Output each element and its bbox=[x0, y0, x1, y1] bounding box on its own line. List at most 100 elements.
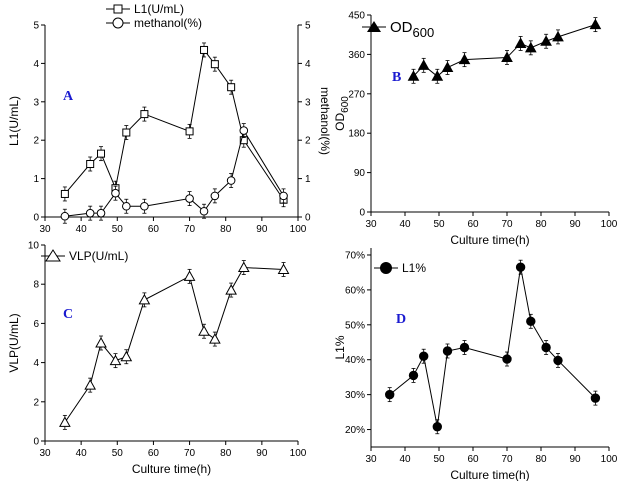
y-tick-label: 0 bbox=[33, 213, 39, 224]
y-tick-label: 0 bbox=[33, 437, 39, 448]
y-tick-label: 4 bbox=[33, 358, 39, 369]
methanol-point bbox=[185, 194, 194, 203]
x-tick-label: 30 bbox=[365, 219, 377, 230]
y-tick-label: 5 bbox=[33, 21, 39, 32]
l1-u-ml-point bbox=[122, 128, 131, 137]
l1-point bbox=[408, 370, 419, 381]
l1-point bbox=[459, 342, 470, 353]
y-tick-label: 90 bbox=[354, 168, 366, 179]
x-tick-label: 90 bbox=[256, 448, 268, 459]
x-axis-label: Culture time(h) bbox=[450, 233, 529, 247]
l1-u-ml-point bbox=[86, 160, 95, 169]
y-axis-label: VLP(U/mL) bbox=[7, 313, 21, 372]
x-tick-label: 90 bbox=[569, 219, 581, 230]
y-tick-label: 70% bbox=[345, 250, 365, 261]
l1-point bbox=[541, 342, 551, 353]
y-tick-label: 4 bbox=[33, 59, 39, 70]
l1-point bbox=[385, 389, 395, 400]
legend-label-l1-u-ml: L1(U/mL) bbox=[134, 2, 184, 16]
y-tick-label: 40% bbox=[345, 355, 365, 366]
legend-label-od600: OD600 bbox=[390, 19, 434, 40]
y-tick-label: 60% bbox=[345, 285, 365, 296]
od600-point bbox=[514, 37, 527, 48]
vlp-u-ml-point bbox=[198, 325, 210, 336]
y-tick-label: 50% bbox=[345, 320, 365, 331]
panel-label: B bbox=[392, 70, 401, 85]
y2-tick-label: 5 bbox=[305, 21, 311, 32]
x-tick-label: 70 bbox=[184, 448, 196, 459]
y2-tick-label: 1 bbox=[305, 174, 311, 185]
x-tick-label: 90 bbox=[256, 224, 268, 235]
methanol-point bbox=[96, 208, 106, 218]
legend-marker-l1 bbox=[380, 262, 392, 274]
x-tick-label: 50 bbox=[112, 448, 124, 459]
panel-B: 30 40 50 60 70 80 90 100 0 90 180 270 360 450 Culture … bbox=[333, 11, 618, 248]
methanol-point bbox=[279, 191, 288, 201]
od600-point bbox=[407, 70, 420, 81]
l1-u-ml-point bbox=[200, 45, 209, 54]
y-tick-label: 3 bbox=[33, 97, 39, 108]
y-tick-label: 360 bbox=[348, 50, 365, 61]
panel-label: A bbox=[63, 89, 74, 104]
legend-label-l1: L1% bbox=[402, 261, 426, 275]
y-axis-label: L1(U/mL) bbox=[7, 96, 21, 146]
x-tick-label: 80 bbox=[220, 448, 232, 459]
x-tick-label: 100 bbox=[290, 224, 307, 235]
l1-u-ml-point bbox=[185, 127, 194, 136]
series-line-methanol bbox=[64, 129, 284, 217]
l1-point bbox=[419, 351, 429, 361]
y2-tick-label: 4 bbox=[305, 59, 311, 70]
x-tick-label: 80 bbox=[220, 224, 232, 235]
x-tick-label: 30 bbox=[39, 224, 51, 235]
vlp-u-ml-point bbox=[109, 354, 122, 366]
panel-label: C bbox=[63, 307, 73, 322]
l1-u-ml-point bbox=[227, 83, 236, 92]
l1-point bbox=[553, 355, 563, 366]
od600-point bbox=[524, 41, 537, 53]
l1-point bbox=[590, 393, 601, 403]
l1-u-ml-point bbox=[97, 149, 106, 158]
vlp-u-ml-point bbox=[138, 293, 151, 305]
series-line-l1-u-ml bbox=[64, 48, 284, 200]
x-tick-label: 100 bbox=[601, 454, 618, 465]
od600-point bbox=[441, 61, 454, 73]
y-tick-label: 450 bbox=[348, 11, 365, 22]
od600-point bbox=[540, 35, 552, 46]
l1-u-ml-point bbox=[60, 189, 69, 198]
panel-label: D bbox=[396, 312, 406, 327]
panel-D: 30 40 50 60 70 80 90 100 20% 30% 40% 50% 60% 70% Cultu… bbox=[333, 248, 618, 481]
x-tick-label: 30 bbox=[365, 454, 377, 465]
y-tick-label: 20% bbox=[345, 425, 365, 436]
x-tick-label: 100 bbox=[601, 219, 618, 230]
od600-point bbox=[552, 30, 564, 42]
y-tick-label: 10 bbox=[28, 241, 40, 252]
legend-marker-methanol bbox=[112, 17, 124, 29]
x-tick-label: 60 bbox=[148, 224, 160, 235]
vlp-u-ml-point bbox=[209, 333, 221, 344]
od600-point bbox=[501, 51, 513, 62]
l1-point bbox=[442, 346, 453, 356]
l1-point bbox=[526, 316, 536, 327]
methanol-point bbox=[85, 208, 95, 218]
y2-tick-label: 3 bbox=[305, 97, 311, 108]
methanol-point bbox=[239, 126, 249, 135]
y2-axis-label: methanol(%) bbox=[318, 87, 332, 155]
vlp-u-ml-point bbox=[183, 270, 196, 281]
od600-point bbox=[458, 53, 471, 65]
y-tick-label: 30% bbox=[345, 390, 365, 401]
vlp-u-ml-point bbox=[225, 284, 237, 295]
l1-point bbox=[432, 422, 442, 432]
methanol-point bbox=[122, 201, 131, 211]
od600-point bbox=[589, 18, 602, 30]
x-tick-label: 90 bbox=[569, 454, 581, 465]
x-tick-label: 50 bbox=[433, 454, 445, 465]
methanol-point bbox=[226, 176, 236, 185]
x-tick-label: 50 bbox=[112, 224, 124, 235]
x-tick-label: 70 bbox=[184, 224, 196, 235]
x-tick-label: 100 bbox=[290, 448, 307, 459]
x-tick-label: 60 bbox=[148, 448, 160, 459]
vlp-u-ml-point bbox=[237, 261, 250, 273]
y-tick-label: 180 bbox=[348, 129, 365, 140]
y-tick-label: 8 bbox=[33, 280, 39, 291]
